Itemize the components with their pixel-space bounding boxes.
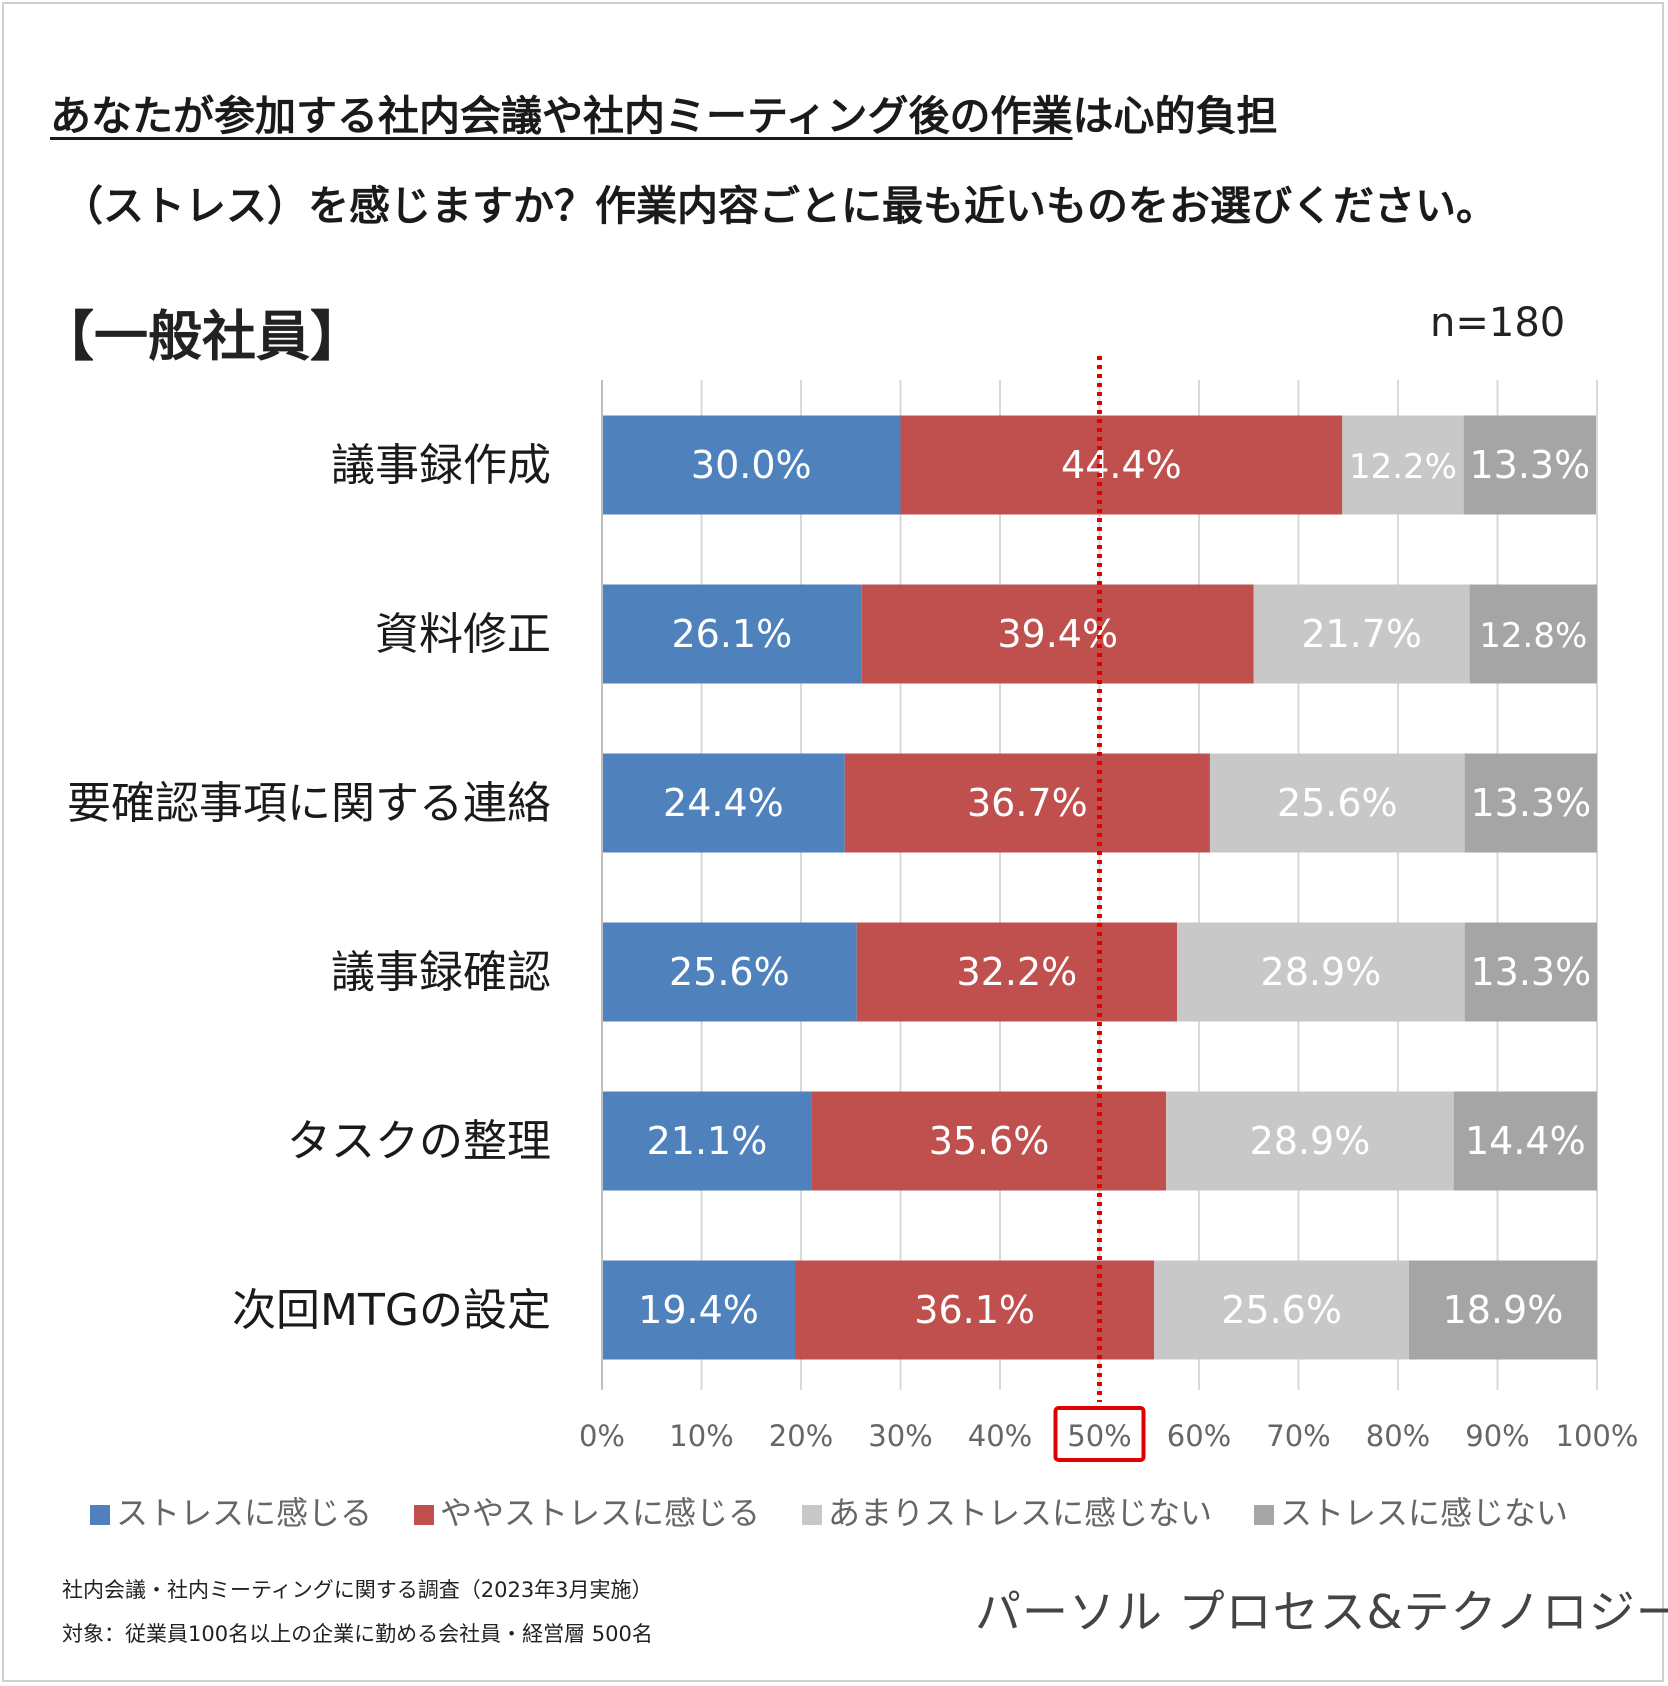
bar-4-3 [1453,1091,1597,1191]
x-tick-label-8: 80% [1366,1419,1430,1453]
x-tick-label-5: 50% [1067,1419,1131,1453]
sample-size: n=180 [1430,300,1566,346]
category-label-2: 要確認事項に関する連絡 [67,778,551,829]
chart-legend: ストレスに感じる ややストレスに感じる あまりストレスに感じない ストレスに感じ… [90,1488,1568,1534]
bar-3-0 [602,922,857,1022]
data-label-2-0: 24.4% [663,781,784,825]
bar-0-3 [1463,415,1597,515]
bar-2-3 [1464,753,1597,853]
data-label-3-2: 28.9% [1261,950,1382,994]
bar-1-0 [602,584,862,684]
chart-title-line1: あなたが参加する社内会議や社内ミーティング後の作業は心的負担 [50,82,1278,142]
bar-2-2 [1209,753,1465,853]
x-tick-label-1: 10% [669,1419,733,1453]
data-label-0-1: 44.4% [1061,443,1182,487]
category-label-5: 次回MTGの設定 [232,1285,551,1336]
x-tick-label-3: 30% [868,1419,932,1453]
data-label-3-0: 25.6% [669,950,790,994]
legend-label-3: ストレスに感じない [1280,1494,1569,1532]
data-label-1-0: 26.1% [671,612,792,656]
data-label-2-1: 36.7% [967,781,1088,825]
bar-4-1 [811,1091,1167,1191]
data-label-5-2: 25.6% [1221,1288,1342,1332]
target-note: 対象：従業員100名以上の企業に勤める会社員・経営層 500名 [62,1622,653,1646]
data-label-3-3: 13.3% [1470,950,1591,994]
brand-logo-text: パーソル プロセス&テクノロジー [975,1585,1668,1639]
category-label-4: タスクの整理 [287,1116,551,1167]
data-label-5-0: 19.4% [638,1288,759,1332]
bar-0-1 [900,415,1343,515]
bar-5-2 [1154,1260,1409,1360]
x-tick-label-4: 40% [968,1419,1032,1453]
data-label-4-2: 28.9% [1250,1119,1371,1163]
bar-2-1 [844,753,1210,853]
x-tick-label-6: 60% [1167,1419,1231,1453]
category-label-3: 議事録確認 [331,947,551,998]
data-label-0-0: 30.0% [691,443,812,487]
legend-label-2: あまりストレスに感じない [828,1494,1213,1532]
x-tick-label-2: 20% [769,1419,833,1453]
legend-item-1: ややストレスに感じる [414,1488,760,1534]
bar-0-0 [602,415,901,515]
x-tick-label-7: 70% [1266,1419,1330,1453]
category-label-1: 資料修正 [375,609,551,660]
legend-item-0: ストレスに感じる [90,1488,372,1534]
x-tick-label-0: 0% [579,1419,625,1453]
data-label-1-3: 12.8% [1479,616,1587,656]
data-label-4-3: 14.4% [1465,1119,1586,1163]
bar-1-3 [1469,584,1597,684]
data-label-2-2: 25.6% [1277,781,1398,825]
title-underlined-part: あなたが参加する社内会議や社内ミーティング後の作業 [50,92,1073,140]
data-label-2-3: 13.3% [1470,781,1591,825]
section-label: 【一般社員】 [40,305,364,368]
chart-title-line2: （ストレス）を感じますか？作業内容ごとに最も近いものをお選びください。 [62,182,1497,230]
x-tick-label-10: 100% [1556,1419,1639,1453]
category-label-0: 議事録作成 [331,440,551,491]
title-rest-part: は心的負担 [1072,92,1278,140]
legend-swatch-1 [414,1505,435,1525]
bar-3-2 [1177,922,1465,1022]
bar-3-3 [1464,922,1597,1022]
x-tick-label-9: 90% [1465,1419,1529,1453]
data-label-4-0: 21.1% [647,1119,768,1163]
legend-swatch-2 [802,1505,823,1525]
highlight-box [1053,1406,1146,1462]
legend-item-2: あまりストレスに感じない [802,1488,1212,1534]
data-label-5-1: 36.1% [914,1288,1035,1332]
bar-5-3 [1408,1260,1597,1360]
legend-label-1: ややストレスに感じる [440,1494,761,1532]
data-label-0-2: 12.2% [1349,447,1457,487]
bar-4-0 [602,1091,812,1191]
data-label-0-3: 13.3% [1469,443,1590,487]
bar-4-2 [1166,1091,1454,1191]
legend-label-0: ストレスに感じる [116,1494,373,1532]
data-label-1-2: 21.7% [1301,612,1422,656]
bar-1-1 [861,584,1254,684]
bar-2-0 [602,753,845,853]
bar-5-1 [795,1260,1155,1360]
legend-item-3: ストレスに感じない [1254,1488,1568,1534]
bar-0-2 [1342,415,1464,515]
data-label-5-3: 18.9% [1443,1288,1564,1332]
bar-3-1 [856,922,1178,1022]
data-label-4-1: 35.6% [929,1119,1050,1163]
data-label-3-1: 32.2% [957,950,1078,994]
bar-1-2 [1253,584,1470,684]
survey-note: 社内会議・社内ミーティングに関する調査（2023年3月実施） [62,1578,653,1602]
legend-swatch-3 [1254,1505,1275,1525]
bar-5-0 [602,1260,796,1360]
legend-swatch-0 [90,1505,110,1525]
